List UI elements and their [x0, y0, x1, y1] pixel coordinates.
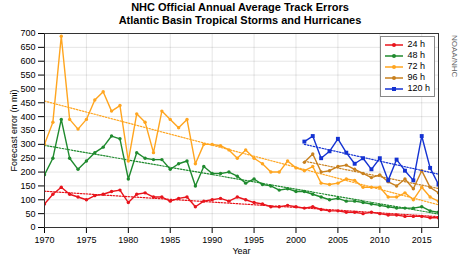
- html-text:NHC Official Annual Average Tr: NHC Official Annual Average Track Errors: [131, 1, 349, 13]
- svg-text:2005: 2005: [328, 235, 348, 245]
- svg-text:Year: Year: [232, 246, 250, 256]
- svg-text:1980: 1980: [118, 235, 138, 245]
- svg-text:100: 100: [20, 195, 35, 205]
- svg-text:1975: 1975: [76, 235, 96, 245]
- html-text:72 h: 72 h: [407, 61, 425, 71]
- svg-text:200: 200: [20, 167, 35, 177]
- svg-text:300: 300: [20, 139, 35, 149]
- svg-text:250: 250: [20, 153, 35, 163]
- svg-text:50: 50: [25, 209, 35, 219]
- svg-text:550: 550: [20, 70, 35, 80]
- svg-text:150: 150: [20, 181, 35, 191]
- svg-text:2000: 2000: [286, 235, 306, 245]
- svg-text:0: 0: [30, 222, 35, 232]
- svg-text:Forecast error (n mi): Forecast error (n mi): [9, 89, 19, 171]
- svg-text:650: 650: [20, 42, 35, 52]
- svg-text:1990: 1990: [202, 235, 222, 245]
- html-text:NOAA/NHC: NOAA/NHC: [450, 35, 459, 78]
- html-text:24 h: 24 h: [407, 39, 425, 49]
- svg-text:500: 500: [20, 84, 35, 94]
- svg-text:2015: 2015: [412, 235, 432, 245]
- html-text:48 h: 48 h: [407, 50, 425, 60]
- svg-text:600: 600: [20, 56, 35, 66]
- html-text:Atlantic Basin Tropical Storms: Atlantic Basin Tropical Storms and Hurri…: [118, 14, 362, 26]
- html-text:120 h: 120 h: [407, 83, 430, 93]
- svg-text:2010: 2010: [370, 235, 390, 245]
- svg-text:1995: 1995: [244, 235, 264, 245]
- svg-text:700: 700: [20, 28, 35, 38]
- svg-text:1970: 1970: [34, 235, 54, 245]
- svg-text:450: 450: [20, 98, 35, 108]
- svg-text:1985: 1985: [160, 235, 180, 245]
- html-text:96 h: 96 h: [407, 72, 425, 82]
- svg-text:400: 400: [20, 112, 35, 122]
- svg-text:350: 350: [20, 125, 35, 135]
